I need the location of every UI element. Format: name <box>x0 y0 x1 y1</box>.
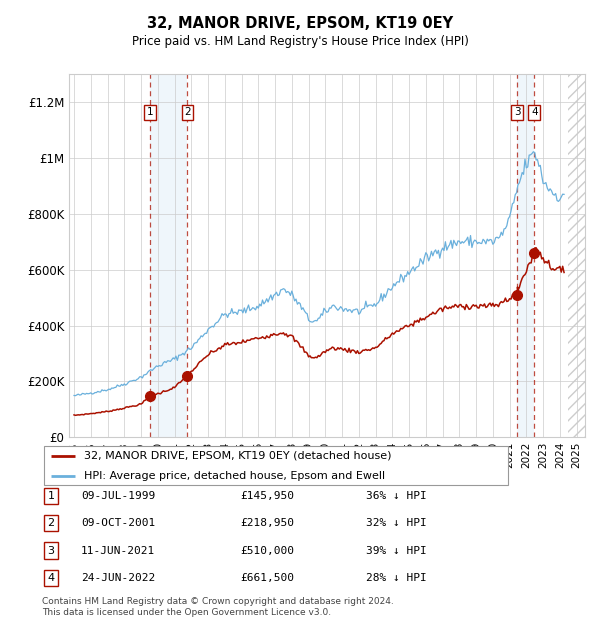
Text: £510,000: £510,000 <box>240 546 294 556</box>
Text: 3: 3 <box>514 107 520 117</box>
Text: £145,950: £145,950 <box>240 491 294 501</box>
Text: This data is licensed under the Open Government Licence v3.0.: This data is licensed under the Open Gov… <box>42 608 331 617</box>
Text: Price paid vs. HM Land Registry's House Price Index (HPI): Price paid vs. HM Land Registry's House … <box>131 35 469 48</box>
Text: £661,500: £661,500 <box>240 573 294 583</box>
Bar <box>568 74 585 437</box>
Text: 2: 2 <box>184 107 191 117</box>
Text: £218,950: £218,950 <box>240 518 294 528</box>
Text: 4: 4 <box>531 107 538 117</box>
Text: 11-JUN-2021: 11-JUN-2021 <box>81 546 155 556</box>
Text: 32, MANOR DRIVE, EPSOM, KT19 0EY (detached house): 32, MANOR DRIVE, EPSOM, KT19 0EY (detach… <box>84 451 392 461</box>
Text: 32% ↓ HPI: 32% ↓ HPI <box>366 518 427 528</box>
FancyBboxPatch shape <box>44 446 508 485</box>
Text: 1: 1 <box>47 491 55 501</box>
Bar <box>150 74 187 437</box>
Text: 24-JUN-2022: 24-JUN-2022 <box>81 573 155 583</box>
Text: 28% ↓ HPI: 28% ↓ HPI <box>366 573 427 583</box>
Text: 39% ↓ HPI: 39% ↓ HPI <box>366 546 427 556</box>
Text: 32, MANOR DRIVE, EPSOM, KT19 0EY: 32, MANOR DRIVE, EPSOM, KT19 0EY <box>147 16 453 30</box>
Text: 09-OCT-2001: 09-OCT-2001 <box>81 518 155 528</box>
Text: 36% ↓ HPI: 36% ↓ HPI <box>366 491 427 501</box>
Text: 4: 4 <box>47 573 55 583</box>
Text: 3: 3 <box>47 546 55 556</box>
Text: HPI: Average price, detached house, Epsom and Ewell: HPI: Average price, detached house, Epso… <box>84 471 385 480</box>
Text: 1: 1 <box>146 107 153 117</box>
Text: 09-JUL-1999: 09-JUL-1999 <box>81 491 155 501</box>
Text: Contains HM Land Registry data © Crown copyright and database right 2024.: Contains HM Land Registry data © Crown c… <box>42 597 394 606</box>
Bar <box>517 74 535 437</box>
Text: 2: 2 <box>47 518 55 528</box>
